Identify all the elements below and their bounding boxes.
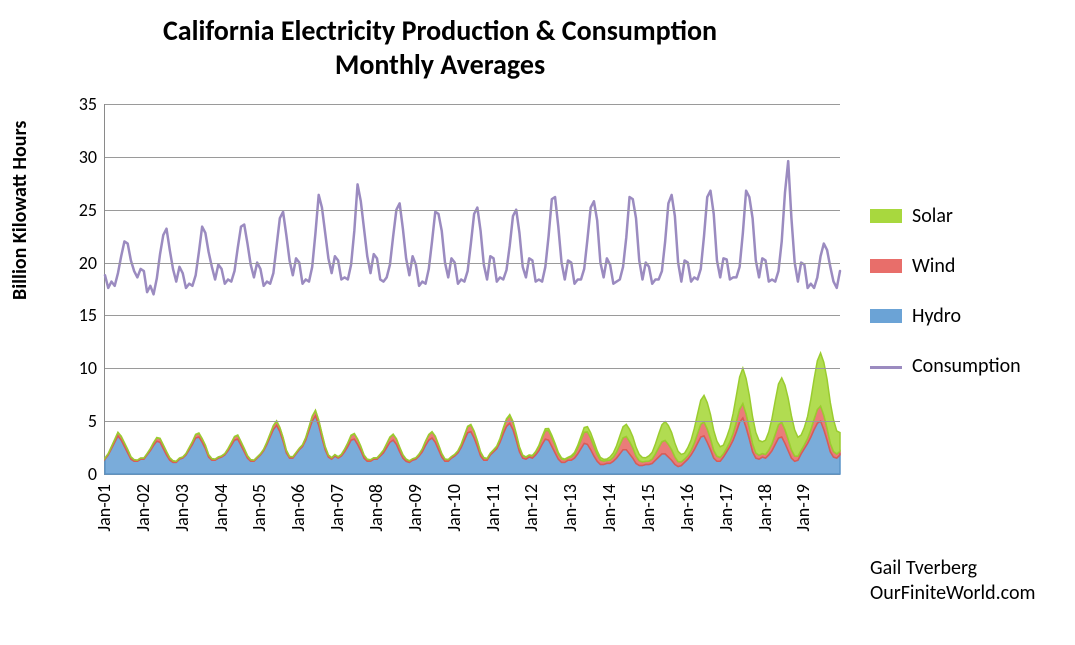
gridline [105,315,840,316]
x-tick-label: Jan-17 [715,484,737,532]
legend-label-solar: Solar [912,204,953,228]
y-tick-label: 35 [79,93,105,115]
x-tick-label: Jan-02 [132,484,154,532]
x-tick-label: Jan-03 [171,484,193,532]
legend-item-consumption: Consumption [870,354,1060,378]
legend-label-consumption: Consumption [912,354,1021,378]
chart-root: California Electricity Production & Cons… [0,0,1075,645]
consumption-line [105,161,840,294]
x-axis-labels: Jan-01Jan-02Jan-03Jan-04Jan-05Jan-06Jan-… [104,478,839,598]
gridline [105,421,840,422]
legend-label-wind: Wind [912,254,955,278]
x-tick-label: Jan-10 [443,484,465,532]
legend-item-hydro: Hydro [870,304,1060,328]
credit-text: Gail Tverberg OurFiniteWorld.com [870,556,1035,606]
x-tick-label: Jan-06 [287,484,309,532]
gridline [105,368,840,369]
x-tick-label: Jan-05 [248,484,270,532]
x-tick-label: Jan-14 [598,484,620,532]
y-tick-label: 5 [88,410,105,432]
consumption-swatch-icon [870,366,902,369]
gridline [105,157,840,158]
x-tick-label: Jan-12 [520,484,542,532]
gridline [105,263,840,264]
x-tick-label: Jan-15 [637,484,659,532]
hydro-swatch-icon [870,309,902,323]
gridline [105,210,840,211]
series-svg [105,104,840,474]
x-tick-label: Jan-04 [210,484,232,532]
x-tick-label: Jan-09 [404,484,426,532]
legend-item-wind: Wind [870,254,1060,278]
x-tick-label: Jan-11 [482,484,504,532]
x-tick-label: Jan-07 [326,484,348,532]
x-tick-label: Jan-19 [792,484,814,532]
x-tick-label: Jan-13 [559,484,581,532]
x-tick-label: Jan-01 [93,484,115,532]
y-axis-label: Billion Kilowatt Hours [8,121,32,300]
x-tick-label: Jan-08 [365,484,387,532]
y-tick-label: 20 [79,252,105,274]
chart-title: California Electricity Production & Cons… [0,14,880,81]
wind-swatch-icon [870,259,902,273]
x-tick-label: Jan-16 [676,484,698,532]
y-tick-label: 30 [79,146,105,168]
y-tick-label: 15 [79,304,105,326]
y-tick-label: 25 [79,199,105,221]
legend-label-hydro: Hydro [912,304,961,328]
x-tick-label: Jan-18 [754,484,776,532]
y-tick-label: 10 [79,357,105,379]
plot-area: 05101520253035 [104,104,840,475]
legend: Solar Wind Hydro Consumption [870,204,1060,404]
legend-item-solar: Solar [870,204,1060,228]
gridline [105,104,840,105]
solar-swatch-icon [870,209,902,223]
y-tick-label: 0 [88,463,105,485]
